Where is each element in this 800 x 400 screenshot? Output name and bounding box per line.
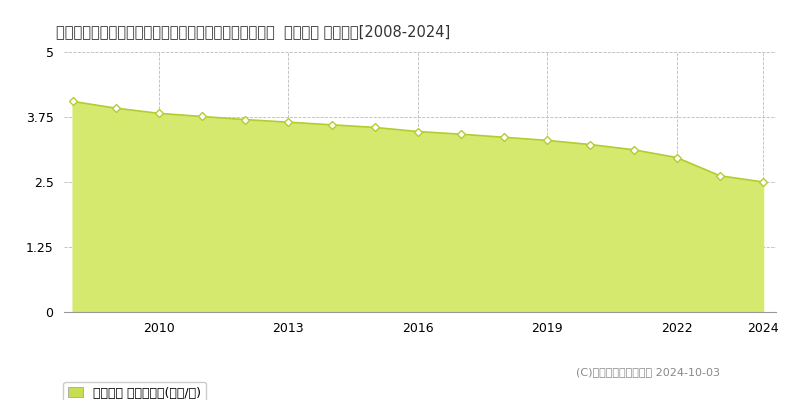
Legend: 基準地価 平均坪単価(万円/坪): 基準地価 平均坪単価(万円/坪): [63, 382, 206, 400]
Text: (C)土地価格ドットコム 2024-10-03: (C)土地価格ドットコム 2024-10-03: [576, 367, 720, 377]
Text: 佐賀県佐賀市川副町大字大詫間字二本松八角４９９番５  基準地価 地価推移[2008-2024]: 佐賀県佐賀市川副町大字大詫間字二本松八角４９９番５ 基準地価 地価推移[2008…: [56, 24, 450, 39]
